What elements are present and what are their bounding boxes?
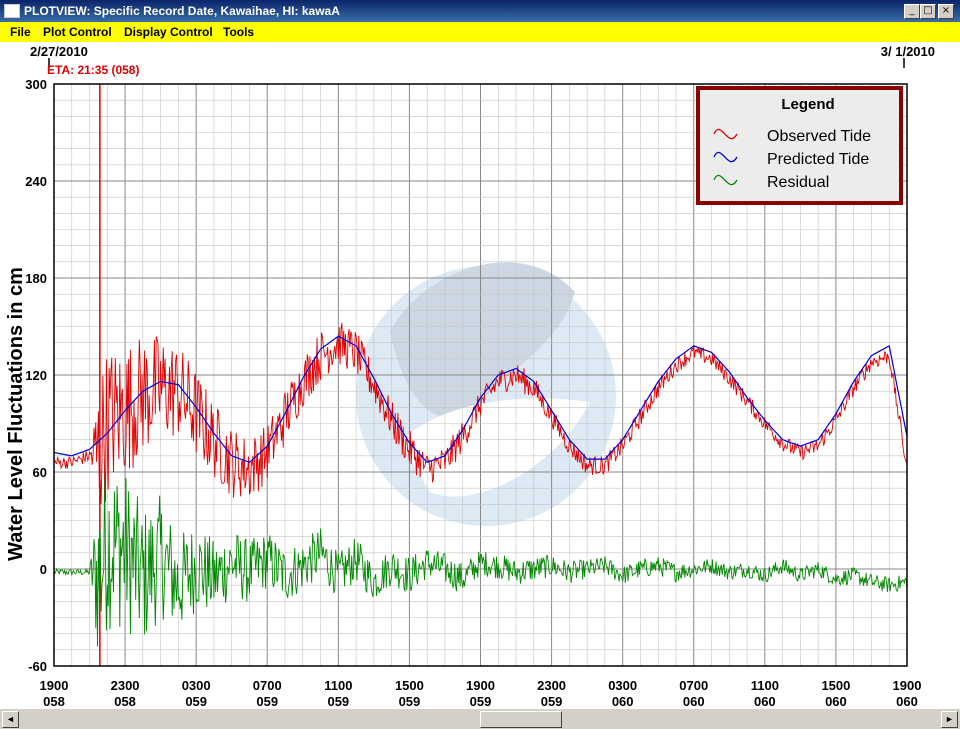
maximize-button[interactable]: □ bbox=[920, 4, 936, 19]
x-tick-label-day: 059 bbox=[399, 694, 421, 708]
x-tick-label-time: 1100 bbox=[324, 678, 352, 693]
app-icon bbox=[4, 4, 20, 18]
y-tick-labels: -60 0 60 120 180 240 300 bbox=[25, 77, 47, 674]
noaa-watermark bbox=[356, 262, 616, 526]
x-tick-label-day: 059 bbox=[327, 694, 349, 708]
series-predicted-tide bbox=[53, 335, 908, 463]
end-date-label: 3/ 1/2010 bbox=[881, 44, 935, 59]
x-tick-label-time: 1500 bbox=[821, 678, 850, 693]
menu-file[interactable]: File bbox=[10, 25, 31, 39]
legend-observed-label: Observed Tide bbox=[767, 128, 871, 145]
close-button[interactable]: × bbox=[938, 4, 954, 19]
y-tick-label: 60 bbox=[33, 465, 47, 480]
legend-predicted-swatch bbox=[713, 151, 738, 163]
plot-frame bbox=[53, 83, 908, 667]
x-tick-label-time: 1900 bbox=[893, 678, 922, 693]
series-observed-tide bbox=[53, 322, 908, 504]
series-residual bbox=[53, 468, 908, 647]
horizontal-scrollbar[interactable]: ◄ ► bbox=[0, 708, 960, 729]
x-tick-label-day: 060 bbox=[825, 694, 847, 708]
legend-title: Legend bbox=[781, 96, 834, 113]
y-tick-label: 0 bbox=[40, 562, 47, 577]
x-tick-label-time: 2300 bbox=[111, 678, 140, 693]
menu-plot-control[interactable]: Plot Control bbox=[43, 25, 112, 39]
x-tick-label-day: 059 bbox=[470, 694, 492, 708]
x-tick-label-day: 060 bbox=[612, 694, 634, 708]
x-tick-label-time: 1100 bbox=[751, 678, 779, 693]
minimize-button[interactable]: _ bbox=[904, 4, 920, 19]
x-tick-label-day: 059 bbox=[185, 694, 207, 708]
x-tick-label-time: 0700 bbox=[253, 678, 282, 693]
legend: Legend Observed Tide Predicted Tide Resi… bbox=[696, 86, 903, 205]
x-tick-label-time: 0700 bbox=[679, 678, 708, 693]
x-tick-label-day: 060 bbox=[896, 694, 918, 708]
menu-display-control[interactable]: Display Control bbox=[124, 25, 213, 39]
legend-residual-swatch bbox=[713, 174, 738, 186]
x-tick-label-day: 058 bbox=[114, 694, 136, 708]
x-tick-label-day: 059 bbox=[256, 694, 278, 708]
menu-tools[interactable]: Tools bbox=[223, 25, 255, 39]
start-date-label: 2/27/2010 bbox=[30, 44, 88, 59]
eta-label: ETA: 21:35 (058) bbox=[47, 63, 139, 77]
legend-predicted-label: Predicted Tide bbox=[767, 151, 869, 168]
y-tick-label: 240 bbox=[25, 174, 47, 189]
x-tick-label-time: 0300 bbox=[608, 678, 637, 693]
scroll-right-button[interactable]: ► bbox=[941, 711, 958, 728]
y-tick-label: 120 bbox=[25, 368, 47, 383]
y-tick-label: 300 bbox=[25, 77, 47, 92]
scroll-left-button[interactable]: ◄ bbox=[2, 711, 19, 728]
scroll-thumb[interactable] bbox=[480, 711, 562, 728]
x-tick-label-time: 1500 bbox=[395, 678, 424, 693]
window-title: PLOTVIEW: Specific Record Date, Kawaihae… bbox=[24, 4, 340, 18]
y-axis-label: Water Level Fluctuations in cm bbox=[5, 267, 27, 561]
menu-bar: File Plot Control Display Control Tools bbox=[0, 22, 960, 42]
x-tick-label-day: 060 bbox=[754, 694, 776, 708]
y-tick-label: 180 bbox=[25, 271, 47, 286]
y-tick-label: -60 bbox=[28, 659, 47, 674]
x-tick-label-time: 2300 bbox=[537, 678, 566, 693]
x-tick-labels: 1900058230005803000590700059110005915000… bbox=[40, 678, 922, 709]
x-tick-label-time: 1900 bbox=[40, 678, 69, 693]
plot-area: -60 0 60 120 180 240 300 1900 058 2300 058 0300 059… bbox=[0, 42, 960, 709]
x-tick-label-day: 058 bbox=[43, 694, 65, 708]
x-tick-label-time: 1900 bbox=[466, 678, 495, 693]
x-tick-label-day: 059 bbox=[541, 694, 563, 708]
legend-observed-swatch bbox=[713, 128, 738, 140]
x-tick-label-day: 060 bbox=[683, 694, 705, 708]
legend-box bbox=[696, 86, 903, 205]
series-layer bbox=[53, 322, 908, 647]
legend-residual-label: Residual bbox=[767, 174, 829, 191]
x-tick-label-time: 0300 bbox=[182, 678, 211, 693]
window-titlebar: PLOTVIEW: Specific Record Date, Kawaihae… bbox=[0, 0, 960, 22]
